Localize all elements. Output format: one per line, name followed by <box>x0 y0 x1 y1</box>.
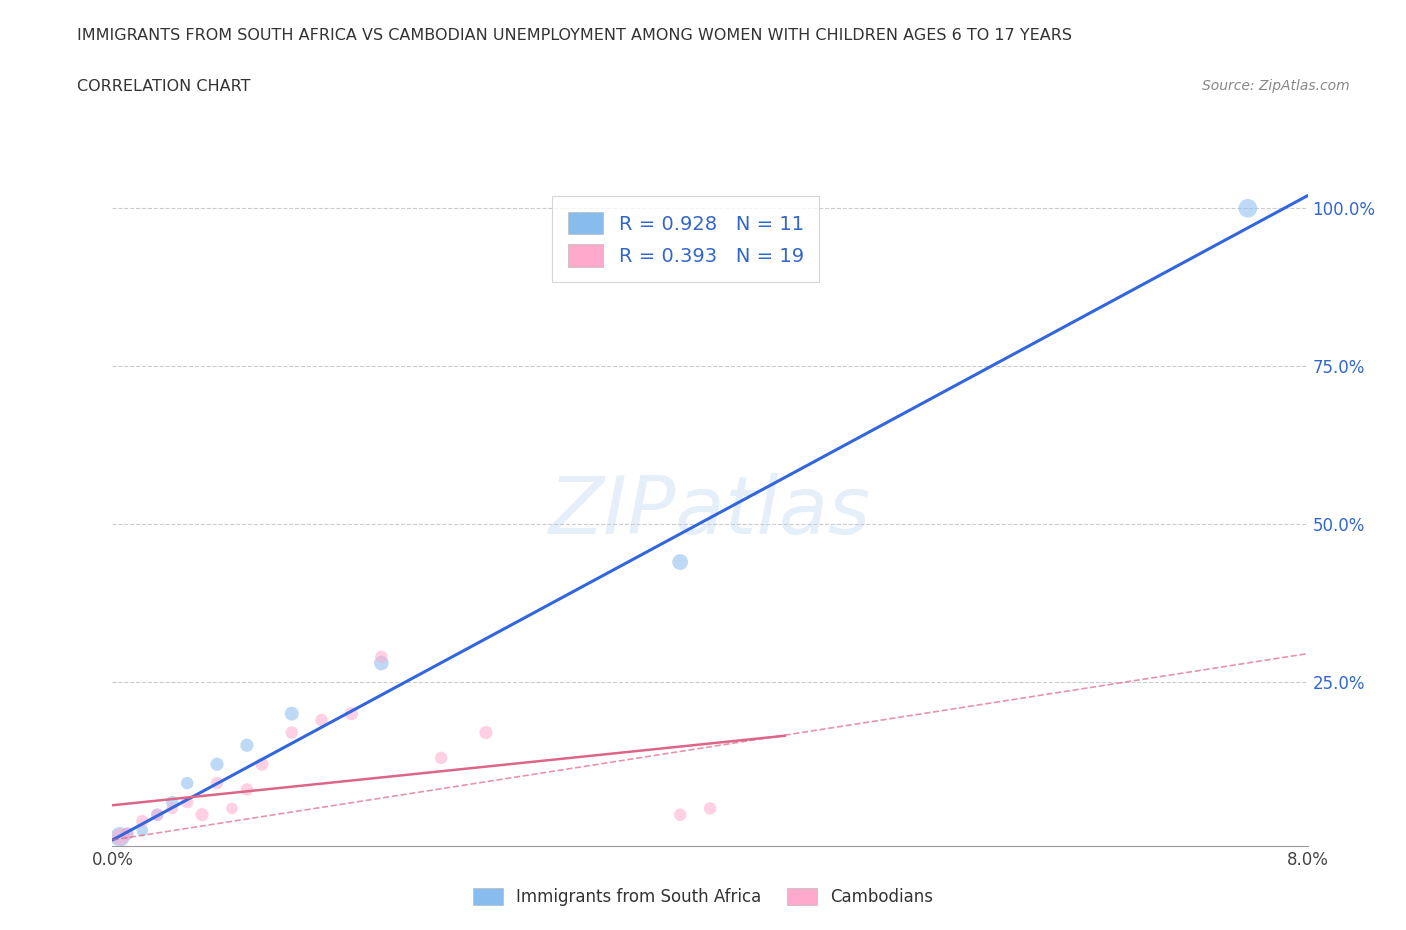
Point <box>221 801 243 816</box>
Point <box>669 554 692 569</box>
Legend: Immigrants from South Africa, Cambodians: Immigrants from South Africa, Cambodians <box>467 881 939 912</box>
Point <box>236 737 259 752</box>
Point <box>117 826 139 841</box>
Point <box>370 649 392 664</box>
Point <box>236 782 259 797</box>
Point <box>146 807 169 822</box>
Text: ZIPatlas: ZIPatlas <box>548 472 872 551</box>
Point <box>146 807 169 822</box>
Point <box>162 794 183 809</box>
Legend: R = 0.928   N = 11, R = 0.393   N = 19: R = 0.928 N = 11, R = 0.393 N = 19 <box>553 196 820 282</box>
Point <box>281 706 304 721</box>
Point <box>475 725 498 740</box>
Point <box>1237 201 1260 216</box>
Point <box>311 712 333 727</box>
Point <box>281 725 304 740</box>
Point <box>131 814 153 829</box>
Text: CORRELATION CHART: CORRELATION CHART <box>77 79 250 94</box>
Point <box>250 757 273 772</box>
Point <box>430 751 453 765</box>
Point <box>205 757 228 772</box>
Point <box>205 776 228 790</box>
Point <box>162 801 183 816</box>
Text: IMMIGRANTS FROM SOUTH AFRICA VS CAMBODIAN UNEMPLOYMENT AMONG WOMEN WITH CHILDREN: IMMIGRANTS FROM SOUTH AFRICA VS CAMBODIA… <box>77 28 1073 43</box>
Point <box>131 823 153 838</box>
Point <box>108 830 131 844</box>
Text: Source: ZipAtlas.com: Source: ZipAtlas.com <box>1202 79 1350 93</box>
Point <box>669 807 692 822</box>
Point <box>370 656 392 671</box>
Point <box>108 830 131 844</box>
Point <box>176 794 198 809</box>
Point <box>699 801 721 816</box>
Point <box>191 807 214 822</box>
Point <box>340 706 363 721</box>
Point <box>117 826 139 841</box>
Point <box>176 776 198 790</box>
